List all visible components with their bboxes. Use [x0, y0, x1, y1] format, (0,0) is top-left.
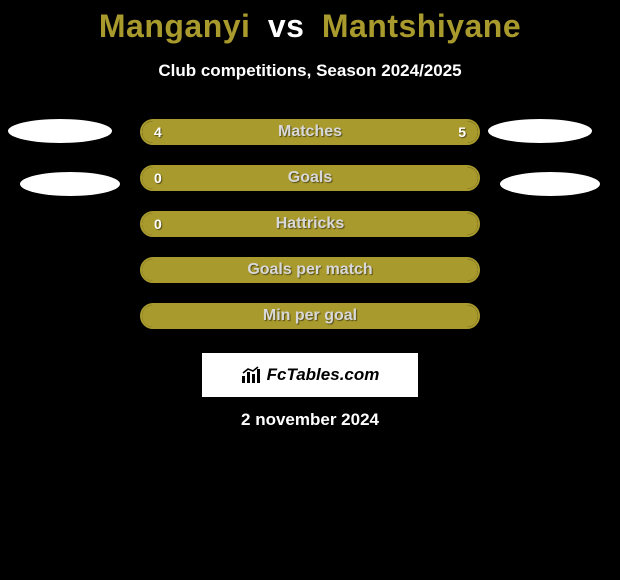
player2-name: Mantshiyane [322, 8, 521, 44]
stat-rows-container: Matches45Goals0Hattricks0Goals per match… [0, 119, 620, 339]
stat-value-right: 5 [458, 124, 466, 140]
stat-row: Goals per match [140, 257, 480, 283]
side-ellipse [8, 119, 112, 143]
stat-row: Goals0 [140, 165, 480, 191]
brand-inner: FcTables.com [241, 365, 380, 385]
vs-label: vs [268, 8, 305, 44]
stat-fill-left [142, 121, 290, 143]
stat-row: Min per goal [140, 303, 480, 329]
stat-fill-right [142, 259, 478, 281]
comparison-infographic: Manganyi vs Mantshiyane Club competition… [0, 0, 620, 580]
stat-value-left: 0 [154, 170, 162, 186]
stat-fill-right [142, 167, 478, 189]
player1-name: Manganyi [99, 8, 251, 44]
stat-value-left: 4 [154, 124, 162, 140]
side-ellipse [500, 172, 600, 196]
page-title: Manganyi vs Mantshiyane [0, 0, 620, 45]
stat-value-left: 0 [154, 216, 162, 232]
side-ellipse [488, 119, 592, 143]
stat-row: Matches45 [140, 119, 480, 145]
subtitle: Club competitions, Season 2024/2025 [0, 61, 620, 81]
stat-row: Hattricks0 [140, 211, 480, 237]
side-ellipse [20, 172, 120, 196]
stat-fill-right [142, 305, 478, 327]
stat-fill-right [142, 213, 478, 235]
brand-chart-icon [241, 366, 263, 384]
brand-badge: FcTables.com [202, 353, 418, 397]
date-text: 2 november 2024 [0, 410, 620, 430]
brand-text: FcTables.com [267, 365, 380, 385]
stat-fill-right [290, 121, 478, 143]
